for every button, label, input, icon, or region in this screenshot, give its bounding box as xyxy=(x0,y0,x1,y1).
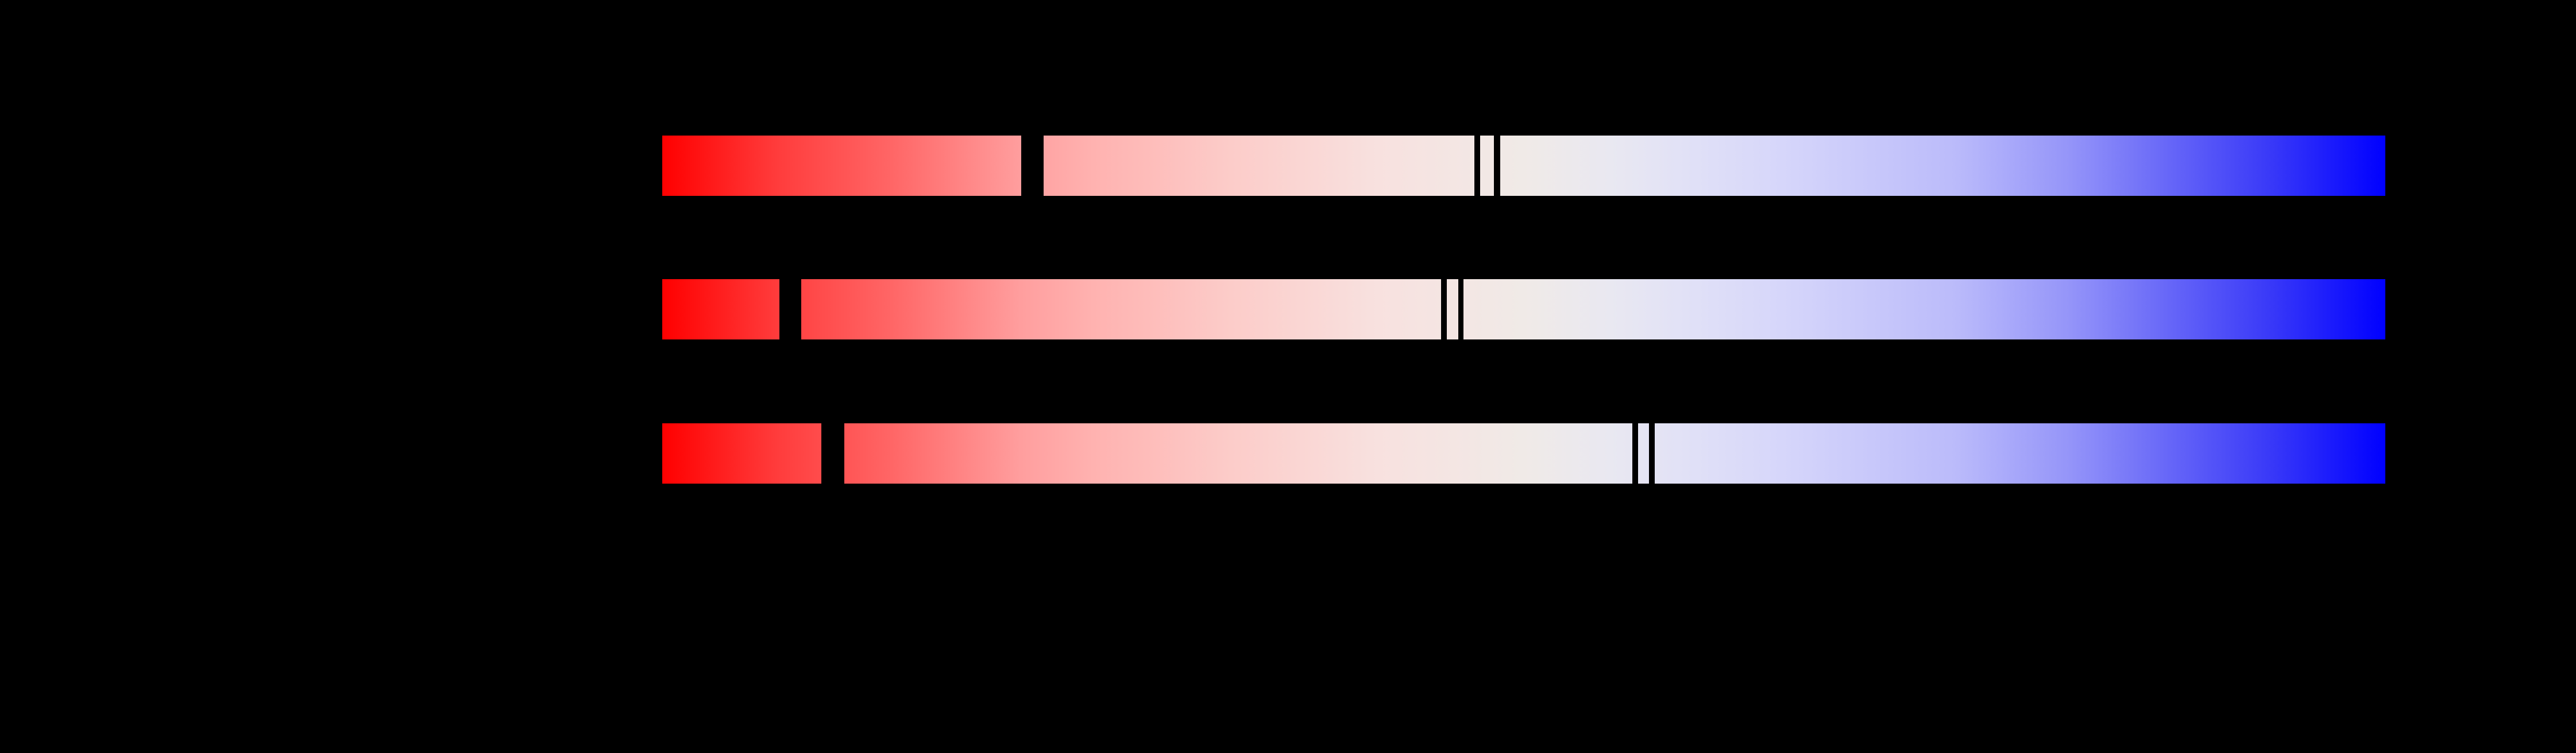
gradient-strip-bottom xyxy=(662,423,2385,484)
gradient-segment xyxy=(662,423,821,484)
gradient-segment xyxy=(1463,279,2385,339)
gradient-segment xyxy=(1447,279,1458,339)
gradient-strip-top xyxy=(662,136,2385,196)
gradient-segment xyxy=(1638,423,1649,484)
gradient-segment xyxy=(662,136,1021,196)
gradient-strip-middle xyxy=(662,279,2385,339)
gradient-segment xyxy=(801,279,1441,339)
gradient-segment xyxy=(1500,136,2385,196)
gradient-segment xyxy=(1044,136,1474,196)
gradient-segment xyxy=(662,279,779,339)
gradient-segment xyxy=(1480,136,1494,196)
gradient-segment xyxy=(1655,423,2385,484)
gradient-segment xyxy=(844,423,1632,484)
